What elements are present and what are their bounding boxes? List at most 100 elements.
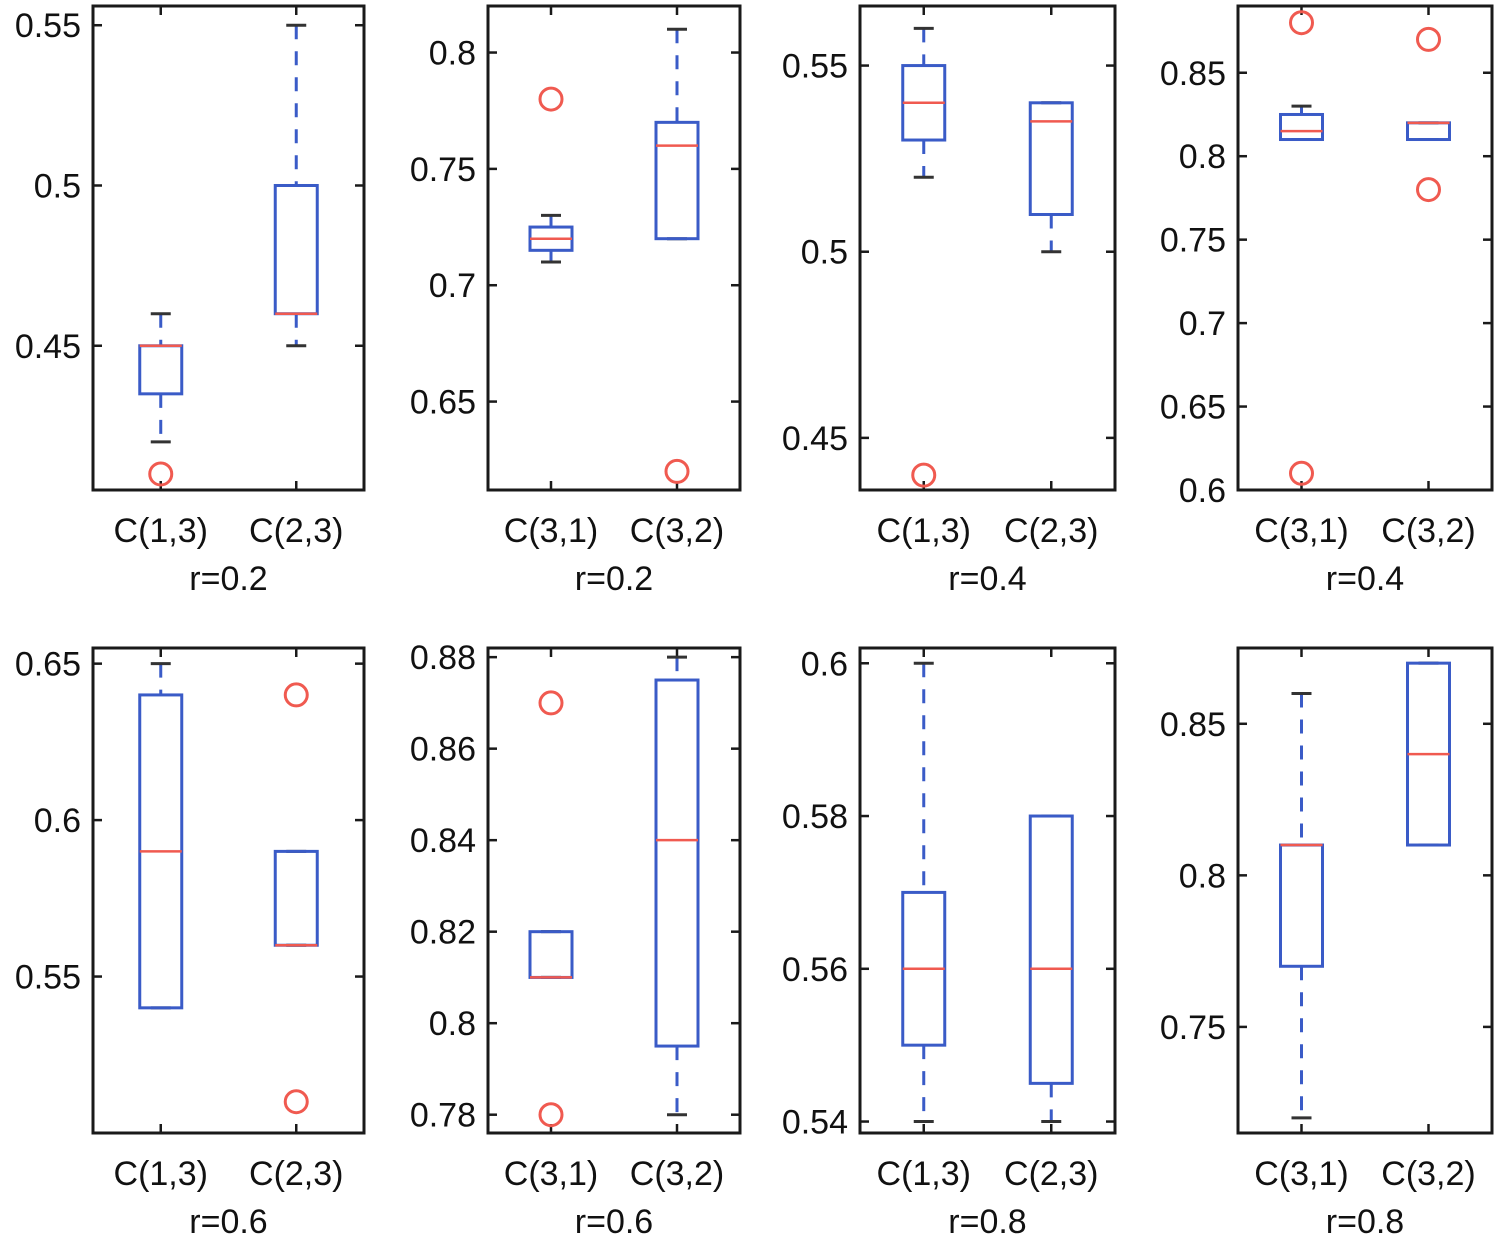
- y-tick-label: 0.85: [1160, 55, 1226, 93]
- category-label: C(3,2): [630, 1155, 724, 1193]
- iqr-box: [273, 183, 319, 316]
- box-C(2,3): [273, 682, 319, 1115]
- y-tick-label: 0.6: [801, 645, 848, 683]
- box-C(3,1): [1279, 10, 1324, 486]
- plot-frame: [91, 4, 366, 492]
- y-tick-label: 0.5: [801, 234, 848, 272]
- r-label: r=0.8: [1326, 1203, 1404, 1238]
- y-tick-label: 0.82: [410, 914, 476, 952]
- box-C(1,3): [138, 312, 184, 487]
- y-tick-label: 0.8: [429, 35, 476, 73]
- y-tick-label: 0.8: [429, 1005, 476, 1043]
- iqr-box: [273, 849, 319, 947]
- outlier-point: [283, 682, 309, 708]
- category-label: C(2,3): [249, 1155, 343, 1193]
- category-label: C(3,2): [1381, 512, 1475, 550]
- r-label: r=0.4: [1326, 560, 1404, 598]
- category-label: C(1,3): [877, 512, 971, 550]
- category-label: C(1,3): [114, 1155, 208, 1193]
- iqr-box: [654, 678, 700, 1048]
- box-C(2,3): [1028, 101, 1074, 254]
- outlier-point: [1416, 26, 1441, 52]
- iqr-box: [654, 120, 700, 241]
- box-C(3,1): [528, 690, 574, 1128]
- category-label: C(1,3): [114, 512, 208, 550]
- plot-frame: [486, 4, 742, 492]
- y-tick-label: 0.45: [15, 328, 81, 366]
- box-C(1,3): [138, 662, 184, 1010]
- outlier-point: [283, 1089, 309, 1115]
- y-tick-label: 0.75: [410, 151, 476, 189]
- y-tick-label: 0.6: [34, 802, 81, 840]
- iqr-box: [528, 930, 574, 979]
- plot-frame: [1236, 646, 1494, 1135]
- r-label: r=0.2: [189, 560, 267, 598]
- outlier-point: [664, 458, 690, 484]
- y-tick-label: 0.7: [1179, 305, 1226, 343]
- r-label: r=0.6: [189, 1203, 267, 1238]
- box-C(3,2): [654, 655, 700, 1117]
- y-tick-label: 0.78: [410, 1097, 476, 1135]
- category-label: C(1,3): [877, 1155, 971, 1193]
- category-label: C(2,3): [1004, 1155, 1098, 1193]
- y-tick-label: 0.45: [782, 420, 848, 458]
- y-tick-label: 0.65: [1160, 389, 1226, 427]
- category-label: C(3,1): [504, 1155, 598, 1193]
- box-C(3,1): [528, 86, 574, 264]
- panel-2: 0.65 0.7 0.75 0.8 C(3,1) C(3,2) r=0.2: [410, 4, 742, 598]
- r-label: r=0.2: [575, 560, 653, 598]
- y-tick-label: 0.75: [1160, 1009, 1226, 1047]
- iqr-box: [138, 344, 184, 396]
- y-tick-label: 0.84: [410, 822, 476, 860]
- y-tick-label: 0.8: [1179, 857, 1226, 895]
- y-tick-label: 0.55: [782, 48, 848, 86]
- y-tick-label: 0.56: [782, 951, 848, 989]
- outlier-point: [538, 1102, 564, 1128]
- panel-6: 0.78 0.8 0.82 0.84 0.86 0.88 C(3,1) C(3,2) r=0.6: [410, 639, 742, 1238]
- box-C(3,2): [1406, 661, 1451, 847]
- y-tick-label: 0.55: [15, 7, 81, 45]
- y-tick-label: 0.54: [782, 1104, 848, 1142]
- y-tick-label: 0.58: [782, 798, 848, 836]
- r-label: r=0.6: [575, 1203, 653, 1238]
- panel-7: 0.54 0.56 0.58 0.6 C(1,3) C(2,3) r=0.8: [782, 645, 1117, 1238]
- panel-4: 0.6 0.65 0.7 0.75 0.8 0.85 C(3,1) C(3,2) r=0.4: [1160, 4, 1494, 598]
- category-label: C(3,2): [630, 512, 724, 550]
- outlier-point: [911, 462, 937, 488]
- y-tick-label: 0.85: [1160, 706, 1226, 744]
- y-tick-label: 0.86: [410, 731, 476, 769]
- outlier-point: [538, 86, 564, 112]
- y-tick-label: 0.55: [15, 959, 81, 997]
- r-label: r=0.4: [948, 560, 1026, 598]
- outlier-point: [538, 690, 564, 716]
- y-tick-label: 0.7: [429, 267, 476, 305]
- category-label: C(3,1): [1254, 1155, 1348, 1193]
- box-C(1,3): [901, 661, 947, 1124]
- y-tick-label: 0.6: [1179, 472, 1226, 510]
- plot-frame: [486, 646, 742, 1135]
- y-tick-label: 0.65: [15, 646, 81, 684]
- category-label: C(2,3): [1004, 512, 1098, 550]
- iqr-box: [1028, 814, 1074, 1085]
- outlier-point: [1289, 10, 1314, 36]
- y-tick-label: 0.75: [1160, 222, 1226, 260]
- y-tick-label: 0.65: [410, 384, 476, 422]
- iqr-box: [1279, 112, 1324, 142]
- box-C(2,3): [273, 23, 319, 348]
- outlier-point: [148, 461, 174, 487]
- iqr-box: [1406, 121, 1451, 142]
- panel-1: 0.45 0.5 0.55 C(1,3) C(2,3) r=0.2: [15, 4, 366, 598]
- category-label: C(3,1): [1254, 512, 1348, 550]
- plot-frame: [858, 4, 1117, 492]
- plot-frame: [1236, 4, 1494, 492]
- panel-5: 0.55 0.6 0.65 C(1,3) C(2,3) r=0.6: [15, 646, 366, 1238]
- y-tick-label: 0.88: [410, 639, 476, 677]
- plot-frame: [91, 646, 366, 1135]
- y-tick-label: 0.5: [34, 167, 81, 205]
- panel-8: 0.75 0.8 0.85 C(3,1) C(3,2) r=0.8: [1160, 646, 1494, 1238]
- box-C(2,3): [1028, 814, 1074, 1124]
- panel-3: 0.45 0.5 0.55 C(1,3) C(2,3) r=0.4: [782, 4, 1117, 598]
- r-label: r=0.8: [948, 1203, 1026, 1238]
- iqr-box: [1279, 843, 1324, 968]
